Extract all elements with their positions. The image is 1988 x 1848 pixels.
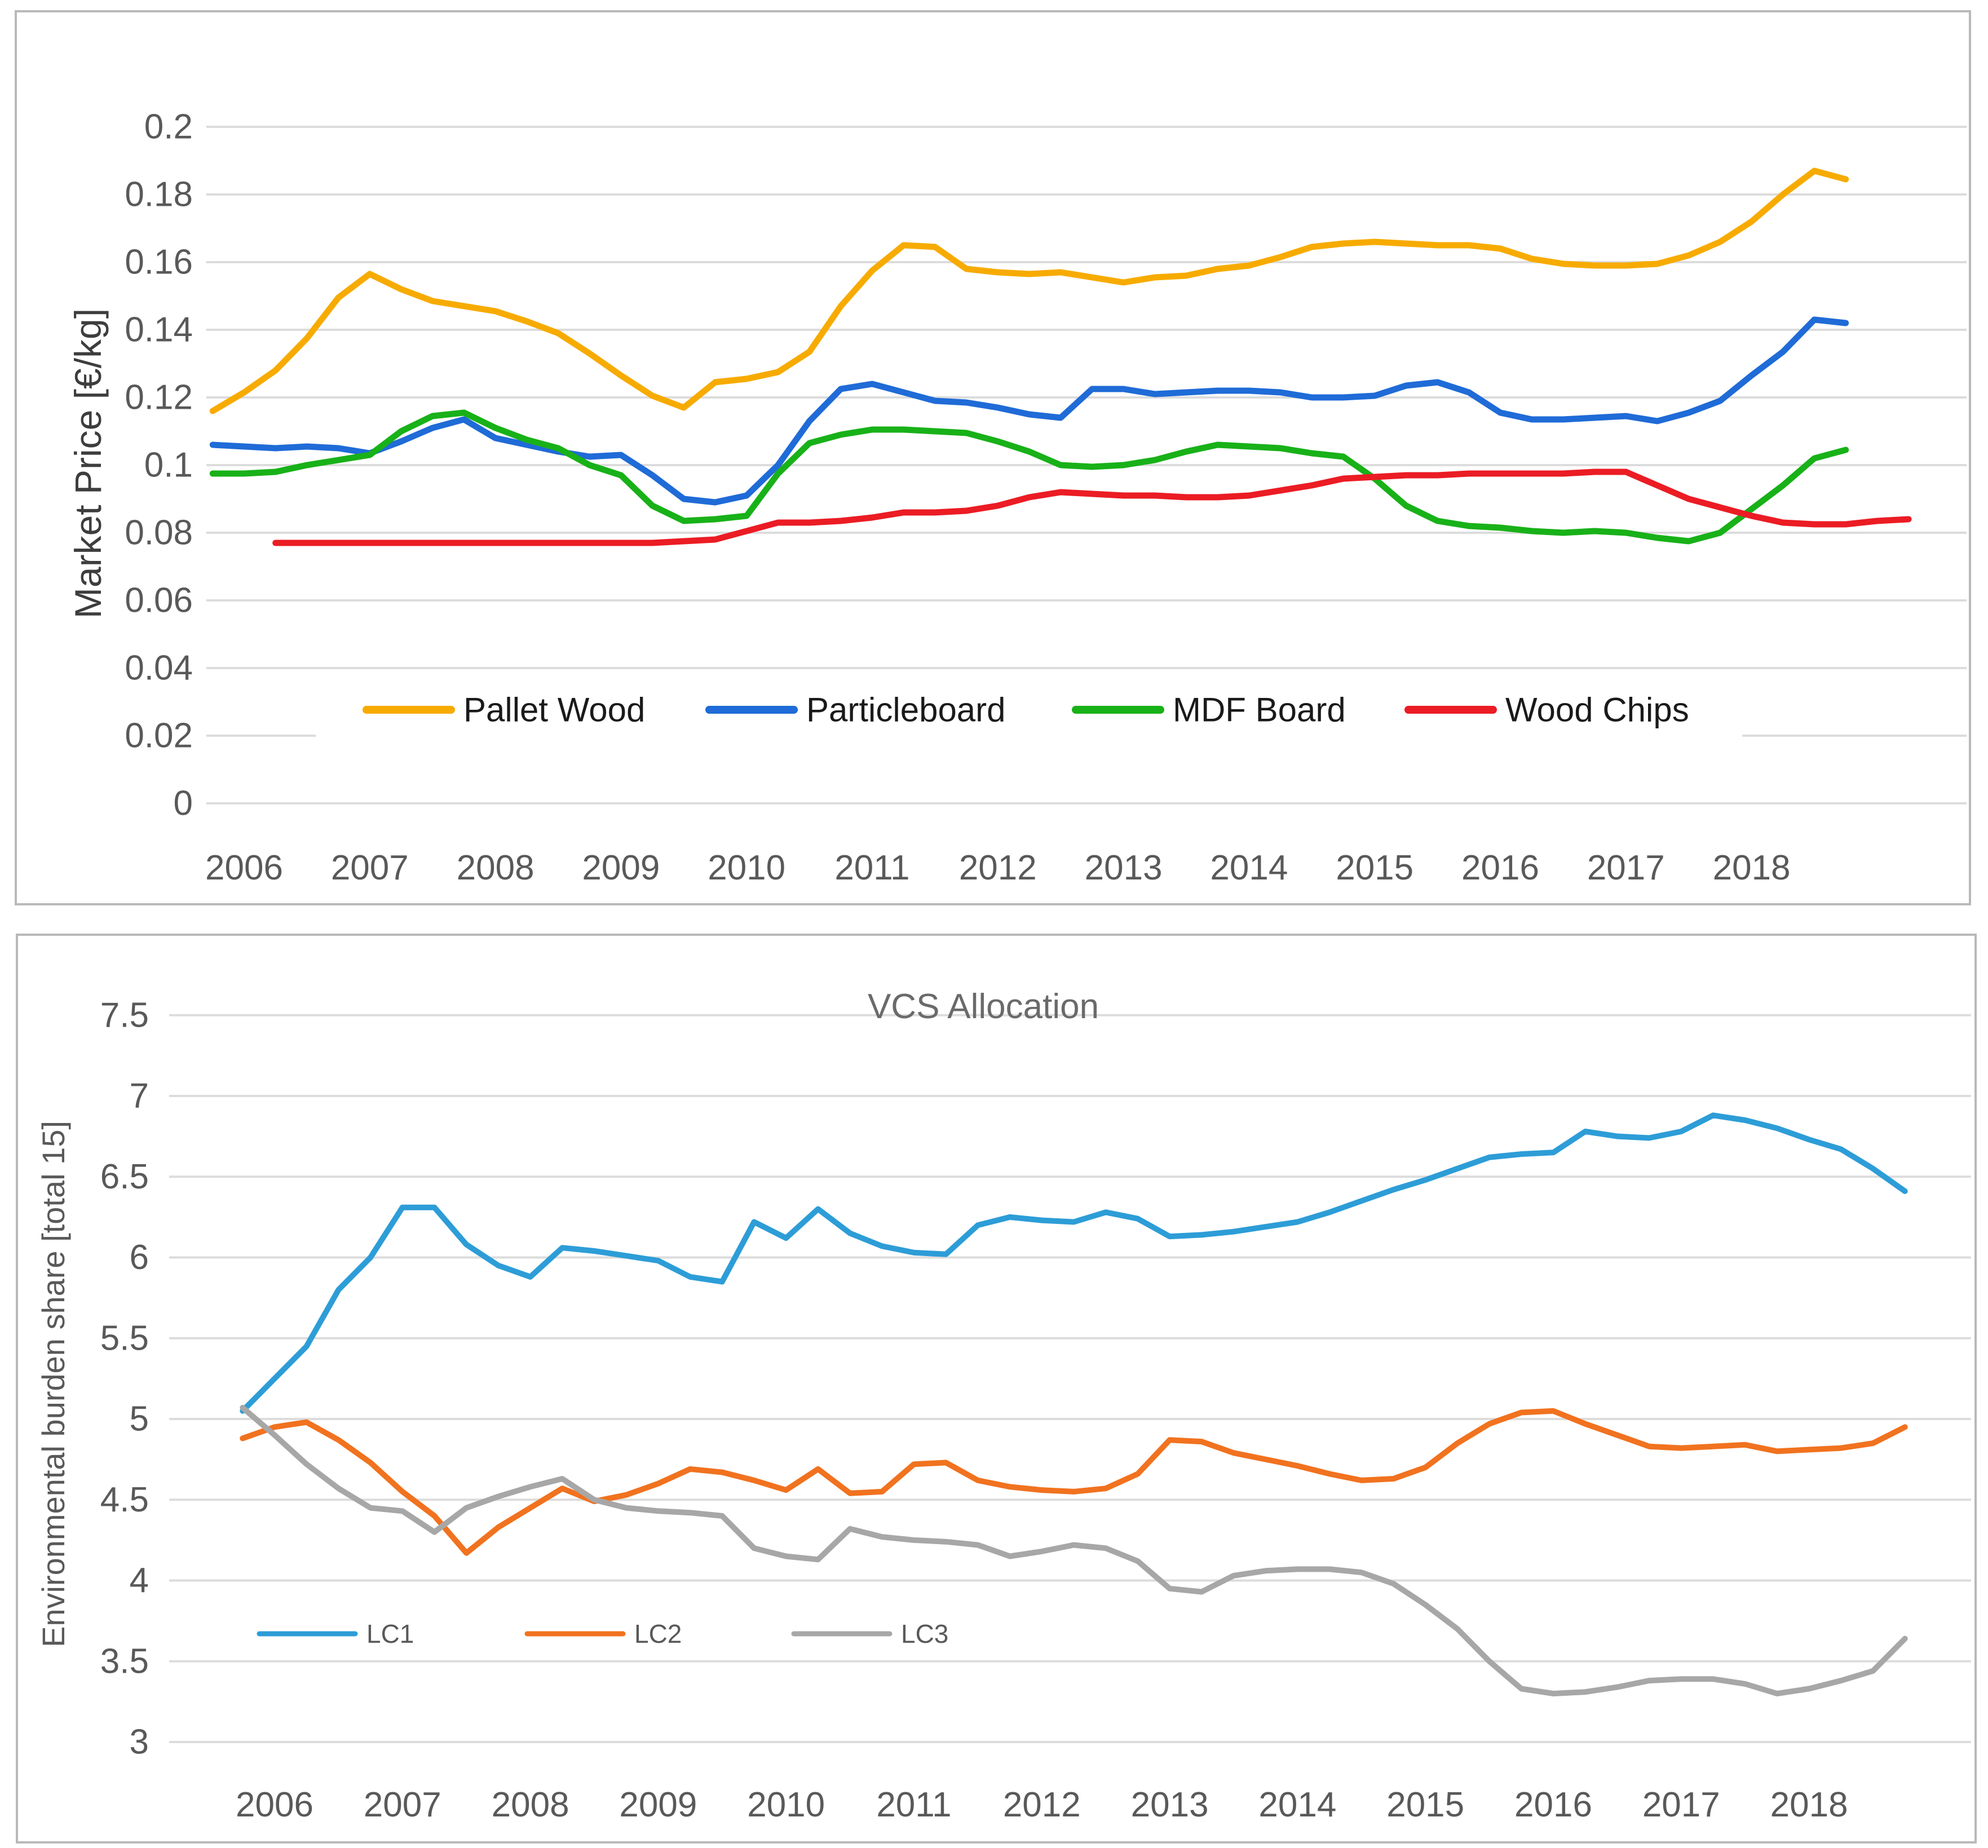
- y-tick-label: 0.18: [125, 175, 193, 214]
- legend-label-lc2: LC2: [634, 1619, 682, 1648]
- series-line-particleboard: [209, 316, 1849, 506]
- x-tick-label: 2017: [1642, 1785, 1720, 1824]
- y-tick-label: 6.5: [100, 1157, 149, 1196]
- x-tick-label: 2016: [1461, 848, 1539, 887]
- series-line-mdf-board: [209, 409, 1849, 545]
- vcs-allocation-chart: 3 3.5 4 4.5 5 5.5 6 6.5 7 7.5 2006 2007 2008 2009 2010…: [100, 996, 1971, 1824]
- legend-label-lc1: LC1: [366, 1619, 414, 1648]
- series-line-pallet-wood: [209, 167, 1849, 414]
- series-line-lc1: [240, 1112, 1908, 1414]
- x-tick-label: 2013: [1085, 848, 1163, 887]
- y-tick-label: 0.08: [125, 514, 193, 552]
- legend-background: [316, 673, 1742, 746]
- series-line-lc3: [240, 1404, 1908, 1697]
- y-tick-label: 0.06: [125, 581, 193, 620]
- x-tick-label: 2010: [747, 1785, 825, 1824]
- x-tick-label: 2008: [492, 1785, 569, 1824]
- y-axis-title-market-price: Market Price [€/kg]: [67, 308, 109, 619]
- y-tick-label: 0: [174, 784, 193, 823]
- x-tick-label: 2006: [205, 848, 283, 887]
- y-tick-label: 5.5: [100, 1319, 149, 1358]
- y-tick-label: 3.5: [100, 1642, 149, 1681]
- market-price-chart: 0 0.02 0.04 0.06 0.08 0.1 0.12 0.14 0.16 0.18 0.2 2…: [125, 108, 1967, 887]
- market-price-chart-panel: 0 0.02 0.04 0.06 0.08 0.1 0.12 0.14 0.16 0.18 0.2 2…: [15, 10, 1971, 905]
- x-tick-label: 2007: [331, 848, 409, 887]
- x-tick-label: 2012: [959, 848, 1037, 887]
- x-tick-label: 2012: [1003, 1785, 1081, 1824]
- x-tick-label: 2014: [1258, 1785, 1336, 1824]
- legend-label-mdf-board: MDF Board: [1173, 691, 1346, 729]
- x-tick-label: 2009: [582, 848, 660, 887]
- y-tick-label: 4.5: [100, 1480, 149, 1519]
- x-tick-label: 2016: [1514, 1785, 1592, 1824]
- series-line-lc2: [240, 1408, 1908, 1556]
- x-tick-label: 2010: [708, 848, 785, 887]
- legend-label-lc3: LC3: [901, 1619, 948, 1648]
- legend-label-wood-chips: Wood Chips: [1505, 691, 1689, 729]
- x-tick-label: 2007: [364, 1785, 441, 1824]
- y-tick-label: 0.16: [125, 243, 193, 282]
- y-tick-label: 4: [130, 1561, 149, 1600]
- x-tick-label: 2011: [876, 1785, 951, 1824]
- legend-label-pallet-wood: Pallet Wood: [463, 691, 645, 729]
- x-tick-label: 2013: [1131, 1785, 1209, 1824]
- x-tick-label: 2011: [834, 848, 909, 887]
- vcs-allocation-chart-panel: 3 3.5 4 4.5 5 5.5 6 6.5 7 7.5 2006 2007 2008 2009 2010…: [16, 934, 1977, 1843]
- y-tick-label: 7.5: [100, 996, 149, 1034]
- y-tick-label: 5: [130, 1400, 149, 1439]
- x-tick-label: 2015: [1386, 1785, 1464, 1824]
- x-tick-label: 2006: [236, 1785, 313, 1824]
- y-axis-title-environmental-burden: Environmental burden share [total 15]: [36, 1121, 71, 1647]
- y-tick-label: 0.1: [144, 446, 193, 485]
- y-tick-label: 0.12: [125, 378, 193, 417]
- y-tick-label: 0.02: [125, 717, 193, 755]
- y-tick-label: 6: [130, 1238, 149, 1277]
- x-tick-label: 2008: [457, 848, 534, 887]
- series-line-wood-chips: [272, 468, 1912, 546]
- chart-title-vcs-allocation: VCS Allocation: [867, 987, 1099, 1026]
- legend-label-particleboard: Particleboard: [806, 691, 1006, 729]
- y-tick-label: 0.14: [125, 311, 193, 350]
- x-tick-label: 2015: [1336, 848, 1413, 887]
- y-tick-label: 0.04: [125, 649, 193, 688]
- x-tick-label: 2014: [1210, 848, 1288, 887]
- y-tick-label: 3: [130, 1723, 149, 1762]
- x-tick-label: 2017: [1587, 848, 1665, 887]
- x-tick-label: 2009: [619, 1785, 697, 1824]
- y-tick-label: 7: [130, 1077, 149, 1116]
- x-tick-label: 2018: [1713, 848, 1791, 887]
- x-tick-label: 2018: [1770, 1785, 1848, 1824]
- y-tick-label: 0.2: [144, 108, 193, 147]
